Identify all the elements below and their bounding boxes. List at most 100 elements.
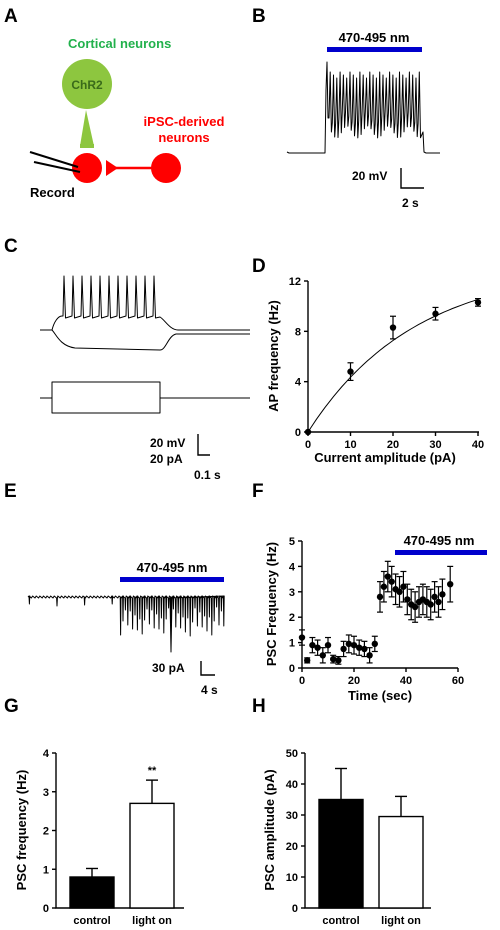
xtick-label: 10 <box>344 439 356 451</box>
voltage-trace-c-hyperpolarizing <box>40 329 250 351</box>
data-point <box>439 591 446 598</box>
light-label-b: 470-495 nm <box>339 30 410 45</box>
category-label: light on <box>132 915 172 927</box>
current-step-up <box>40 381 250 399</box>
data-point <box>396 588 403 595</box>
ytick-label: 0 <box>292 903 298 915</box>
panel-label-f: F <box>252 481 264 502</box>
recording-electrode-upper <box>29 151 79 168</box>
data-point <box>371 640 378 648</box>
data-point <box>330 655 337 663</box>
voltage-trace-c-depolarizing <box>40 275 250 331</box>
fit-curve <box>307 298 479 433</box>
data-point <box>366 652 373 659</box>
panel-label-g: G <box>4 696 19 717</box>
data-point <box>447 580 454 588</box>
ylabel-h: PSC amplitude (pA) <box>262 769 277 890</box>
panel-e-trace: 470-495 nm 30 pA 4 s <box>27 560 225 697</box>
data-point <box>384 573 391 580</box>
voltage-trace-b <box>286 61 440 154</box>
bar <box>378 815 424 909</box>
panel-label-b: B <box>252 6 266 27</box>
ytick-label: 0 <box>43 903 49 915</box>
bar <box>129 802 175 909</box>
xtick-label: 20 <box>348 675 360 687</box>
panel-b-trace: 470-495 nm 20 mV 2 s <box>286 30 440 210</box>
ytick-label: 4 <box>43 748 50 760</box>
bar <box>69 876 115 909</box>
category-label: control <box>73 915 110 927</box>
ytick-label: 5 <box>289 536 295 548</box>
cortical-terminal <box>80 144 94 148</box>
ytick-label: 3 <box>43 787 49 799</box>
ytick-label: 2 <box>43 826 49 838</box>
data-point <box>427 601 434 608</box>
ylabel-d: AP frequency (Hz) <box>266 300 281 412</box>
chr2-label: ChR2 <box>71 78 103 92</box>
data-point <box>319 652 326 659</box>
data-point <box>347 368 354 375</box>
data-point <box>350 641 358 649</box>
data-point <box>380 583 388 590</box>
significance-marker: ** <box>148 765 157 777</box>
scale-bar-e <box>200 661 215 676</box>
cortical-neuron-soma <box>62 59 112 109</box>
category-label: control <box>322 915 359 927</box>
data-point <box>324 641 332 649</box>
data-point <box>356 644 363 651</box>
xtick-label: 40 <box>400 675 412 687</box>
ytick-label: 0 <box>289 663 295 675</box>
panel-a-schematic: Cortical neurons ChR2 iPSC-derived neuro… <box>29 36 225 200</box>
data-point <box>304 428 312 436</box>
cortical-axon-shape <box>80 110 94 146</box>
scale-t-e: 4 s <box>201 683 218 697</box>
ipsc-label-line1: iPSC-derived <box>144 114 225 129</box>
data-point <box>432 310 439 317</box>
xtick-label: 20 <box>387 439 399 451</box>
category-label: light on <box>381 915 421 927</box>
data-point <box>435 598 442 606</box>
data-point <box>411 603 419 611</box>
data-point <box>314 644 321 651</box>
scale-i-e: 30 pA <box>152 661 185 675</box>
current-trace-e <box>27 595 225 653</box>
xlabel-d: Current amplitude (pA) <box>314 450 456 465</box>
scale-t-c: 0.1 s <box>194 468 221 482</box>
panel-label-d: D <box>252 256 266 277</box>
data-point <box>474 299 482 306</box>
chart-h: PSC amplitude (pA) 0 10 20 30 40 50 control lig… <box>262 748 431 927</box>
recorded-ipsc-neuron <box>72 153 102 183</box>
ylabel-f: PSC Frequency (Hz) <box>264 542 279 666</box>
panel-label-h: H <box>252 696 266 717</box>
scale-bar-b <box>400 168 424 189</box>
ytick-label: 30 <box>286 810 298 822</box>
ipsc-label-line2: neurons <box>158 130 209 145</box>
ytick-label: 4 <box>295 377 302 389</box>
xtick-label: 40 <box>472 439 484 451</box>
scale-v-c: 20 mV <box>150 436 185 450</box>
recording-electrode-lower <box>33 161 81 173</box>
chart-f: 470-495 nm PSC Frequency (Hz) Time (sec)… <box>264 533 487 703</box>
ytick-label: 50 <box>286 748 298 760</box>
scale-bar-c <box>197 434 210 456</box>
light-bar-b <box>327 47 422 52</box>
ytick-label: 20 <box>286 841 298 853</box>
panel-label-a: A <box>4 6 18 27</box>
data-point <box>361 645 368 653</box>
axes-d <box>307 281 479 433</box>
ytick-label: 1 <box>289 638 295 650</box>
ytick-label: 4 <box>289 561 296 573</box>
data-point <box>345 640 352 648</box>
light-bar-e <box>120 577 224 582</box>
light-bar-f <box>395 550 487 555</box>
ytick-label: 2 <box>289 612 295 624</box>
panel-label-e: E <box>4 481 17 502</box>
data-point <box>335 657 342 664</box>
annotation-f: 470-495 nm <box>404 533 475 548</box>
data-point <box>376 593 384 601</box>
panel-c-traces: 20 mV 20 pA 0.1 s <box>40 275 250 482</box>
ytick-label: 3 <box>289 587 295 599</box>
xtick-label: 0 <box>299 675 305 687</box>
current-step-down <box>51 398 161 414</box>
